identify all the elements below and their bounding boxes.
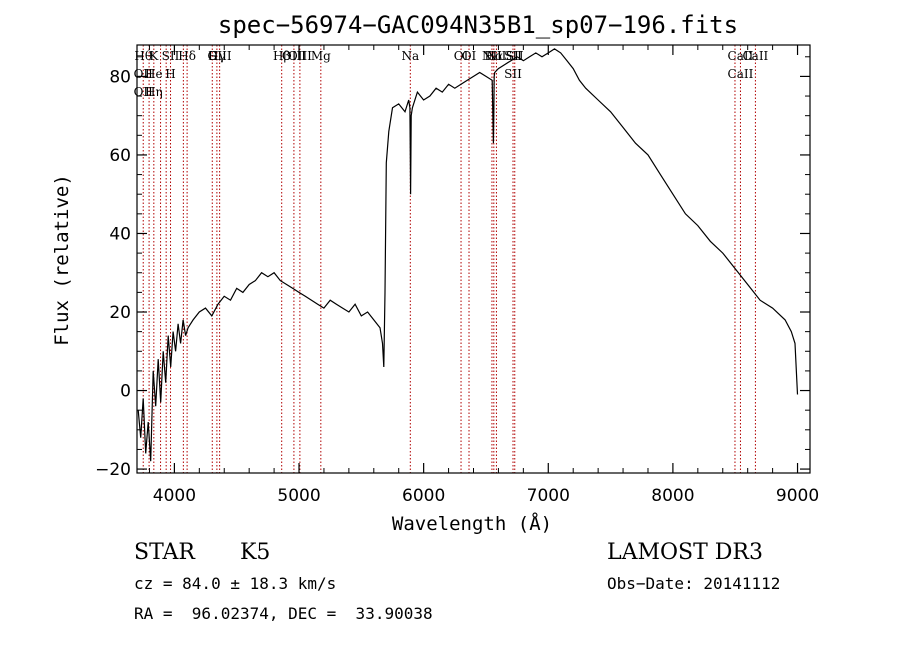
spectral-subclass: K5 xyxy=(240,540,271,565)
line-label: Hθ xyxy=(134,49,152,63)
line-label: CaII xyxy=(742,49,768,63)
line-label: SII xyxy=(504,49,522,63)
y-tick-label: −20 xyxy=(95,460,131,480)
line-label: NII xyxy=(486,49,506,63)
line-label: H xyxy=(165,67,175,81)
x-axis-label: Wavelength (Å) xyxy=(392,512,552,535)
line-label: CaII xyxy=(728,67,754,81)
y-tick-label: 20 xyxy=(109,303,131,323)
line-label: Hα xyxy=(485,49,504,63)
observation-date: Obs−Date: 20141112 xyxy=(607,574,781,593)
line-label: CaII xyxy=(728,49,754,63)
sky-coordinates: RA = 96.02374, DEC = 33.90038 xyxy=(134,604,433,623)
line-label: OII xyxy=(134,85,154,99)
y-tick-label: 60 xyxy=(109,146,131,166)
plot-frame xyxy=(136,44,811,474)
x-tick-label: 8000 xyxy=(651,486,694,506)
x-tick-label: 5000 xyxy=(277,486,320,506)
y-axis-label: Flux (relative) xyxy=(51,174,73,346)
line-label: Hβ xyxy=(273,49,290,63)
line-label: SII xyxy=(162,49,180,63)
line-label: He xyxy=(145,67,163,81)
spectrum-line xyxy=(137,48,799,462)
y-axis-ticks: −20 0 20 40 60 80 xyxy=(95,56,810,480)
object-type: STAR xyxy=(134,540,195,565)
y-tick-label: 40 xyxy=(109,224,131,244)
y-tick-label: 80 xyxy=(109,67,131,87)
spectrum-chart: spec−56974−GAC094N35B1_sp07−196.fits Hθ O… xyxy=(51,11,819,535)
line-label: K xyxy=(149,49,159,63)
line-label: OIII xyxy=(288,49,312,63)
line-label: Hγ xyxy=(208,49,226,63)
line-label: OII xyxy=(134,67,154,81)
line-label: Hδ xyxy=(178,49,196,63)
line-label: OIII xyxy=(208,49,232,63)
line-label: G xyxy=(207,49,217,63)
line-label: SII xyxy=(504,67,522,81)
line-label: Mg xyxy=(311,49,331,63)
emission-line-markers xyxy=(142,45,756,473)
line-label: OI xyxy=(462,49,477,63)
line-label: NII xyxy=(482,49,502,63)
line-label: SII xyxy=(506,49,524,63)
chart-title: spec−56974−GAC094N35B1_sp07−196.fits xyxy=(218,11,738,39)
line-label: OI xyxy=(454,49,469,63)
x-axis-ticks: 4000 5000 6000 7000 8000 9000 xyxy=(148,45,819,506)
survey-name: LAMOST DR3 xyxy=(607,540,763,565)
line-label: Na xyxy=(401,49,419,63)
y-tick-label: 0 xyxy=(120,382,131,402)
x-tick-label: 7000 xyxy=(527,486,570,506)
redshift-cz: cz = 84.0 ± 18.3 km/s xyxy=(134,574,337,593)
line-label: OIII xyxy=(282,49,306,63)
x-tick-label: 6000 xyxy=(402,486,445,506)
x-tick-label: 9000 xyxy=(776,486,819,506)
x-tick-label: 4000 xyxy=(153,486,196,506)
line-label: Hη xyxy=(145,85,163,99)
